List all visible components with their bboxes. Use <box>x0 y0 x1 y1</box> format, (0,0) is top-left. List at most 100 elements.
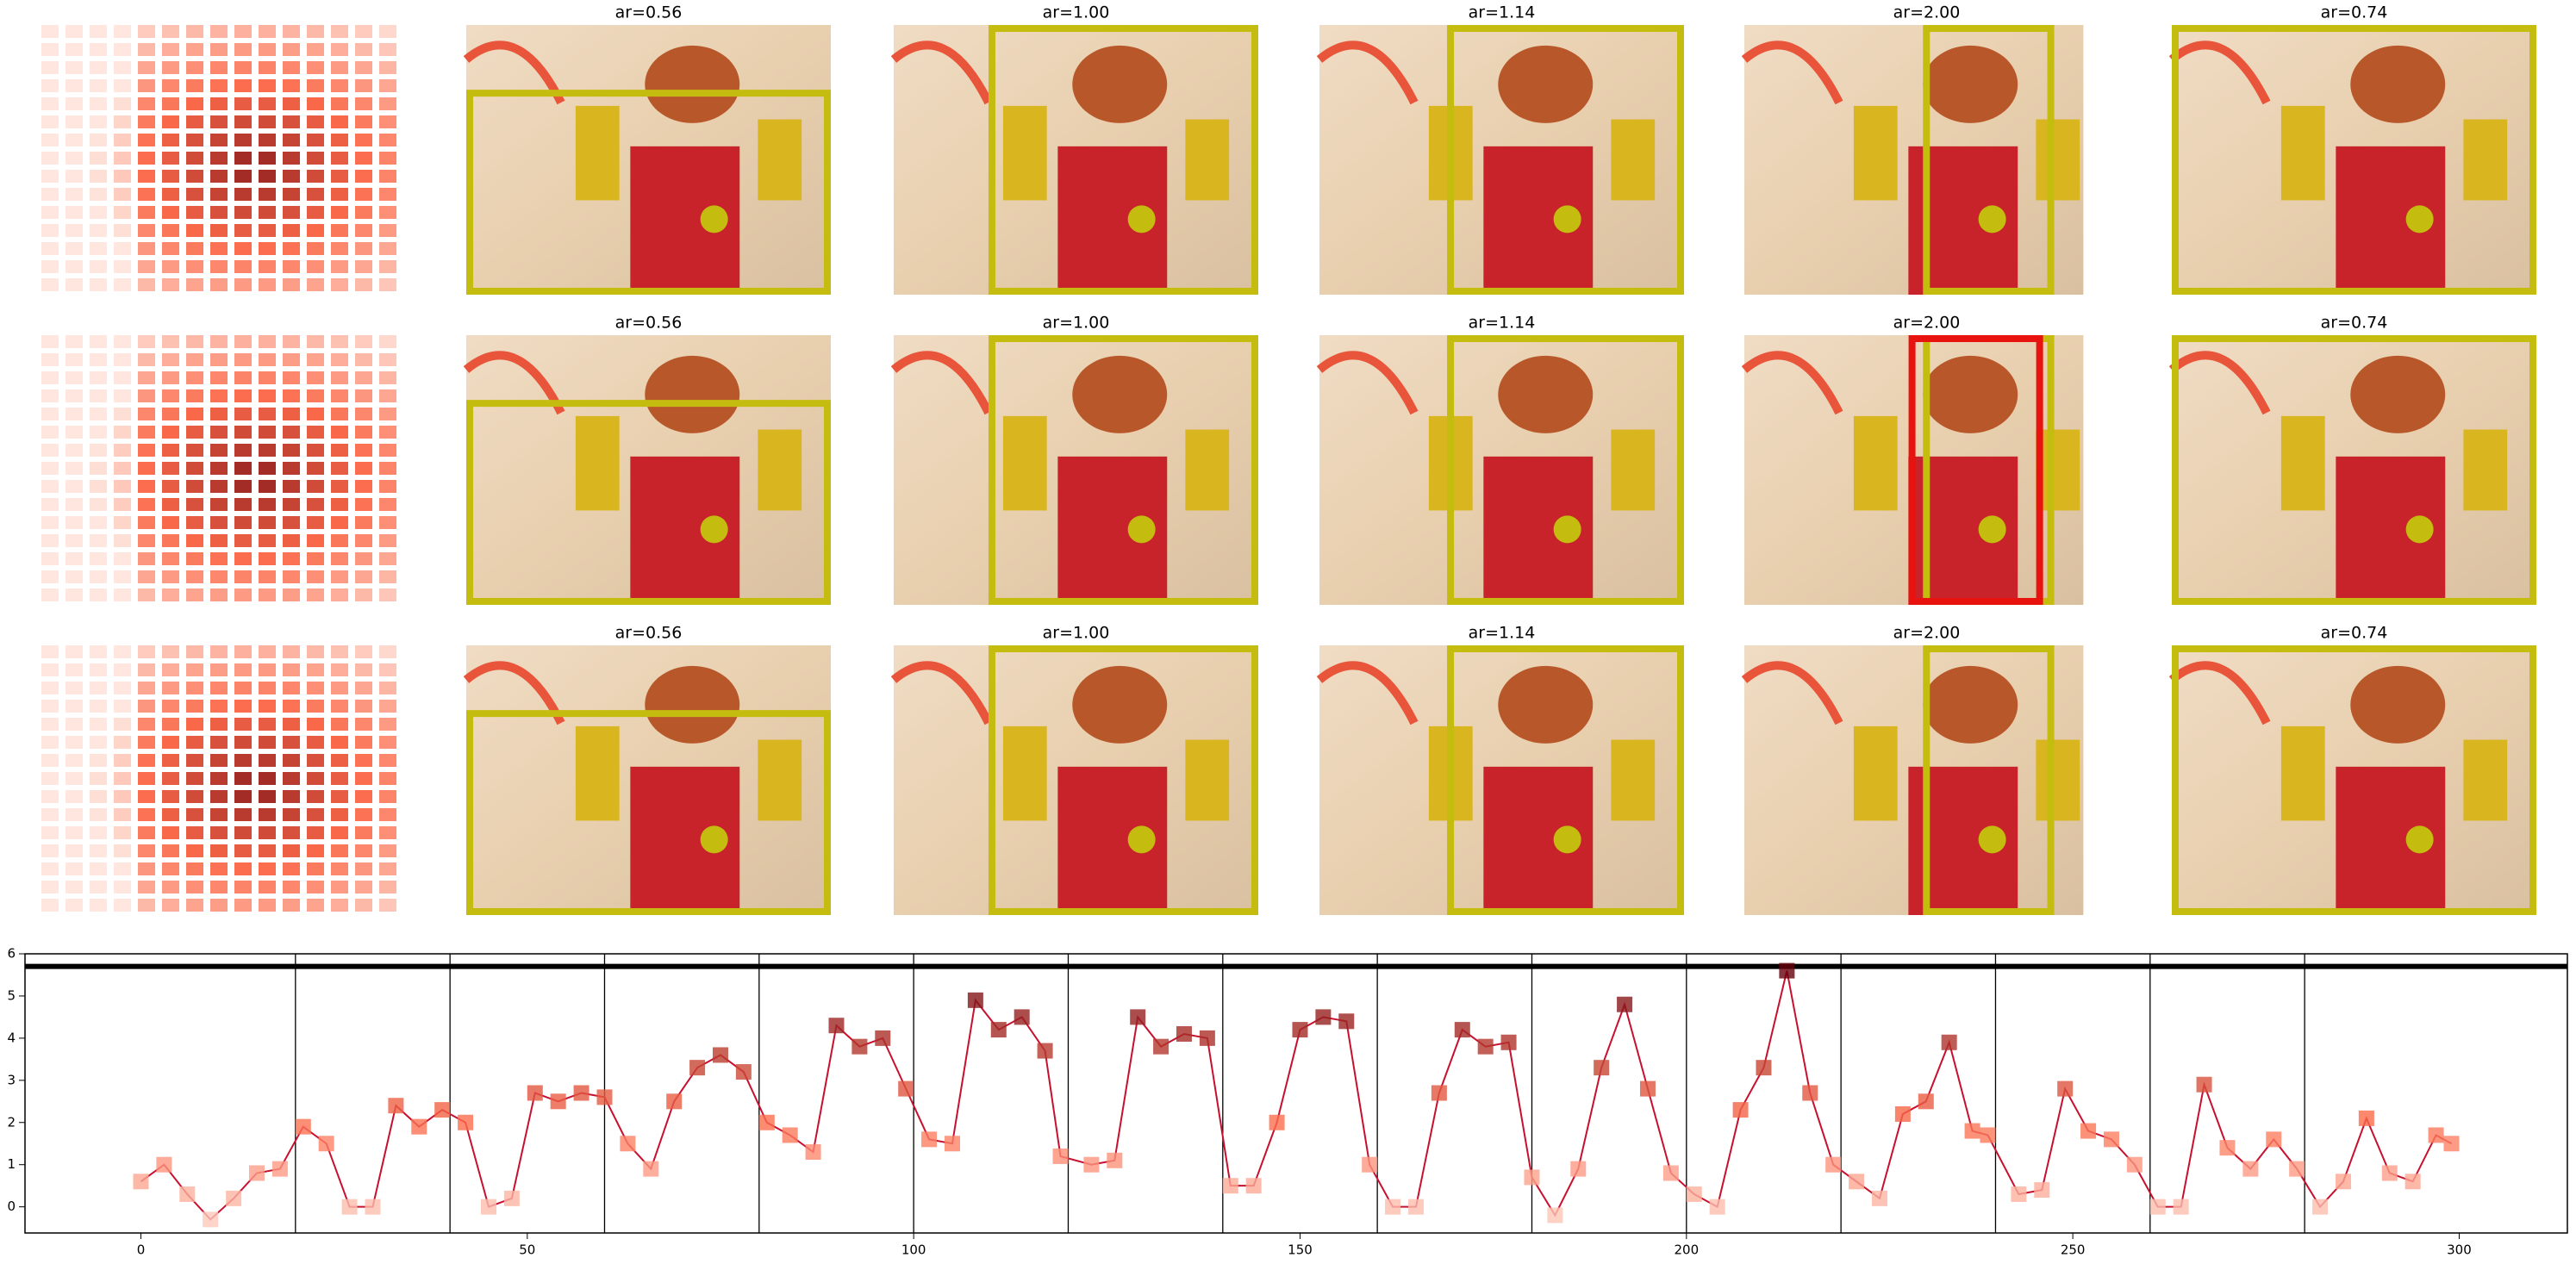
heatmap-cell <box>186 462 203 475</box>
heatmap-cell <box>210 134 228 146</box>
heatmap-cell <box>65 188 83 201</box>
heatmap-cell <box>114 260 131 273</box>
heatmap-cell <box>355 534 372 547</box>
heatmap-cell <box>186 152 203 165</box>
heatmap-cell <box>162 862 179 875</box>
heatmap-cell <box>41 808 59 821</box>
heatmap-cell <box>41 881 59 894</box>
heatmap-cell <box>283 881 300 894</box>
heatmap-cell <box>186 790 203 803</box>
heatmap-cell <box>114 718 131 731</box>
heatmap-cell <box>114 43 131 56</box>
heatmap-cell <box>90 115 107 128</box>
focus-point <box>1553 515 1581 544</box>
heatmap-cell <box>186 335 203 348</box>
heatmap-cell <box>138 881 155 894</box>
heatmap-cell <box>379 371 396 384</box>
heatmap-cell <box>65 260 83 273</box>
marker <box>1385 1199 1401 1215</box>
marker <box>2289 1161 2305 1177</box>
heatmap-cell <box>90 242 107 255</box>
panel-title: ar=0.74 <box>2321 314 2388 333</box>
heatmap-cell <box>234 79 252 92</box>
heatmap-cell <box>259 115 276 128</box>
heatmap-cell <box>234 552 252 565</box>
heatmap-cell <box>65 881 83 894</box>
heatmap-cell <box>138 862 155 875</box>
heatmap-cell <box>283 278 300 291</box>
heatmap-cell <box>259 718 276 731</box>
heatmap-cell <box>65 480 83 493</box>
player-yellow <box>1002 725 1047 821</box>
heatmap-cell <box>355 588 372 601</box>
heatmap-cell <box>210 188 228 201</box>
marker <box>1779 962 1795 979</box>
marker <box>1662 1165 1679 1181</box>
focus-point <box>700 825 728 854</box>
heatmap-cell <box>114 408 131 420</box>
heatmap-cell <box>259 790 276 803</box>
heatmap-cell <box>379 516 396 529</box>
heatmap-cell <box>90 61 107 74</box>
panel-title: ar=2.00 <box>1893 624 1961 643</box>
heatmap-cell <box>90 862 107 875</box>
heatmap-cell <box>307 881 324 894</box>
heatmap-cell <box>331 645 348 658</box>
marker <box>503 1190 520 1206</box>
heatmap-cell <box>210 808 228 821</box>
heatmap-cell <box>65 115 83 128</box>
heatmap-cell <box>41 700 59 713</box>
heatmap-cell <box>379 844 396 857</box>
heatmap-cell <box>259 736 276 749</box>
heatmap-cell <box>41 663 59 676</box>
heatmap-cell <box>307 444 324 457</box>
heatmap-cell <box>41 426 59 439</box>
heatmap-cell <box>283 353 300 366</box>
heatmap-cell <box>138 444 155 457</box>
heatmap-cell <box>259 700 276 713</box>
heatmap-cell <box>379 188 396 201</box>
focus-point <box>2405 515 2434 544</box>
heatmap-cell <box>41 899 59 912</box>
heatmap-cell <box>90 389 107 402</box>
y-tick-label: 1 <box>7 1156 16 1172</box>
heatmap-cell <box>90 79 107 92</box>
marker <box>341 1199 358 1215</box>
heatmap-cell <box>162 682 179 694</box>
hoop <box>1741 661 1843 725</box>
marker <box>2404 1174 2421 1190</box>
heatmap-cell <box>186 736 203 749</box>
heatmap-cell <box>283 480 300 493</box>
heatmap-cell <box>138 43 155 56</box>
heatmap-cell <box>138 25 155 38</box>
heatmap-cell <box>65 552 83 565</box>
heatmap-cell <box>41 862 59 875</box>
heatmap-cell <box>90 663 107 676</box>
heatmap-cell <box>138 790 155 803</box>
heatmap-cell <box>65 826 83 839</box>
heatmap-cell <box>307 736 324 749</box>
heatmap-cell <box>138 115 155 128</box>
heatmap-cell <box>90 170 107 183</box>
heatmap-cell <box>283 206 300 219</box>
heatmap-cell <box>41 736 59 749</box>
heatmap-cell <box>162 663 179 676</box>
heatmap-cell <box>41 718 59 731</box>
heatmap-cell <box>355 700 372 713</box>
crop-box <box>2172 645 2536 915</box>
heatmap-cell <box>234 899 252 912</box>
heatmap-cell <box>379 772 396 785</box>
heatmap-cell <box>186 516 203 529</box>
heatmap-cell <box>65 25 83 38</box>
heatmap-cell <box>114 480 131 493</box>
heatmap-cell <box>355 115 372 128</box>
heatmap-cell <box>210 498 228 511</box>
heatmap-cell <box>41 552 59 565</box>
marker <box>1686 1186 1702 1202</box>
heatmap-cell <box>259 462 276 475</box>
heatmap-cell <box>210 862 228 875</box>
heatmap-cell <box>234 808 252 821</box>
heatmap-cell <box>379 718 396 731</box>
heatmap-cell <box>210 790 228 803</box>
heatmap-cell <box>186 61 203 74</box>
